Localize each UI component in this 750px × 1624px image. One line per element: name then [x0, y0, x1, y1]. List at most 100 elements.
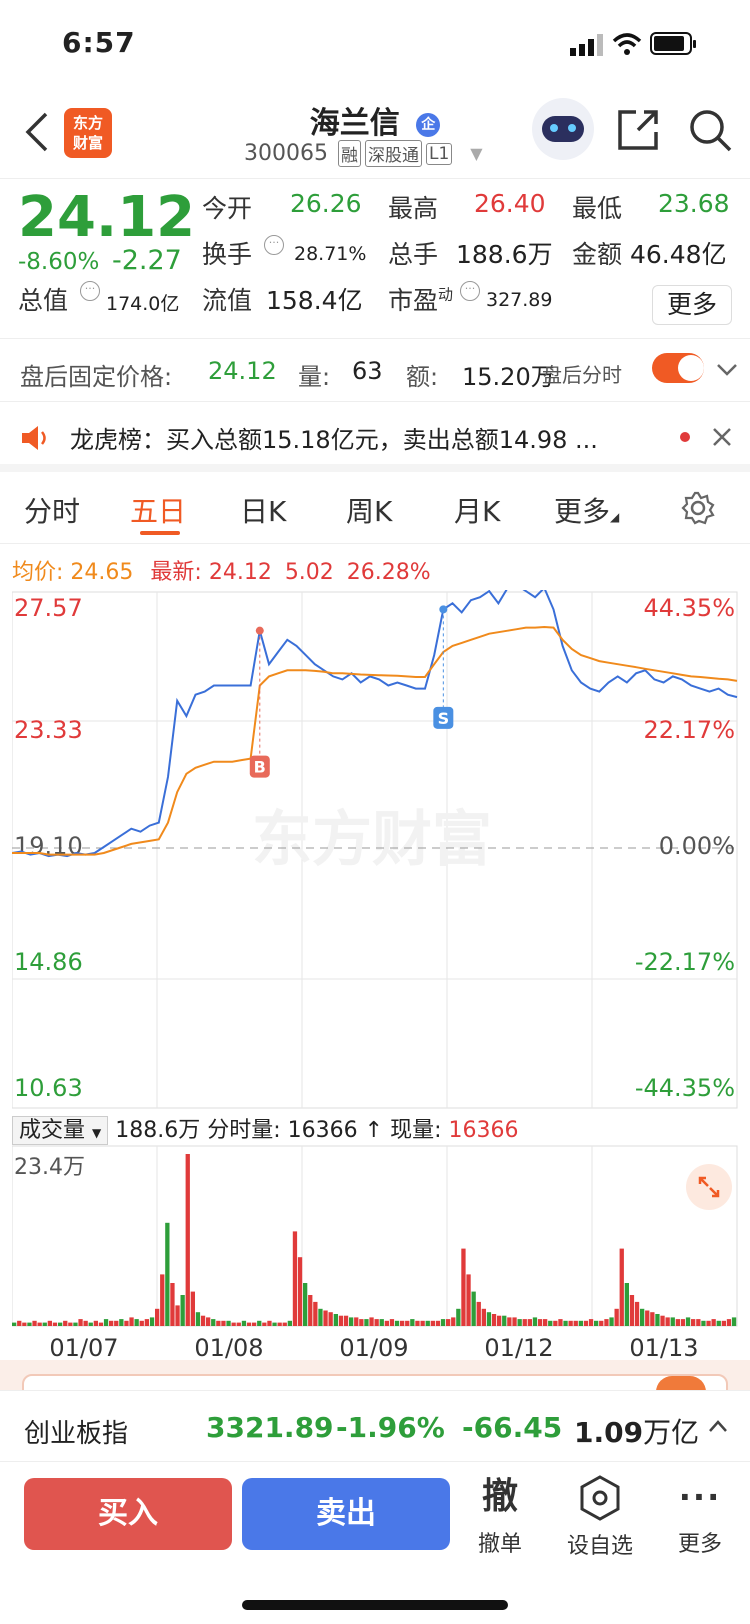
volume-bar [476, 1301, 481, 1326]
assistant-avatar[interactable] [532, 98, 594, 160]
volume-bar [109, 1320, 114, 1326]
more-actions-button[interactable]: ··· 更多 [660, 1474, 740, 1558]
volume-bar [78, 1319, 83, 1326]
volume-bar [609, 1317, 614, 1326]
sell-marker-badge[interactable] [433, 706, 454, 729]
volume-bar [563, 1320, 568, 1326]
buy-marker-dot [255, 626, 264, 635]
index-amount-unit: 万亿 [643, 1416, 700, 1449]
notice-bar[interactable]: 龙虎榜：买入总额15.18亿元，卖出总额14.98 ... [0, 402, 750, 472]
stock-code: 300065 [244, 141, 328, 166]
cancel-order-button[interactable]: 撤 撤单 [460, 1474, 540, 1558]
volume-bar [303, 1283, 308, 1326]
quote-more-button[interactable]: 更多 [652, 285, 732, 325]
volume-bar [185, 1154, 190, 1326]
volume-bar [655, 1314, 660, 1326]
volume-bar [272, 1322, 277, 1326]
gear-icon[interactable] [680, 490, 716, 526]
high-label: 最高 [388, 194, 439, 223]
volume-bar [497, 1315, 502, 1326]
buy-marker-badge[interactable] [249, 755, 270, 778]
volume-bar [731, 1317, 737, 1326]
watchlist-icon [580, 1475, 620, 1521]
volume-bar [522, 1319, 527, 1326]
tag-connect: 深股通 [364, 140, 422, 167]
price-chart[interactable]: 东方财富 27.5723.3319.1014.8610.6344.35%22.1… [12, 590, 738, 1110]
volume-bar [200, 1315, 206, 1326]
y-tick-label-right: 44.35% [643, 594, 735, 622]
after-hours-vol: 63 [352, 357, 383, 385]
volume-bar [103, 1319, 109, 1326]
index-change: -66.45 [462, 1411, 563, 1444]
info-icon[interactable]: ··· [264, 235, 284, 255]
volume-bar [27, 1322, 32, 1326]
volume-bar [446, 1319, 451, 1326]
tab-weekly-k[interactable]: 周K [346, 495, 393, 528]
volume-bar [568, 1320, 573, 1326]
tab-intraday[interactable]: 分时 [24, 495, 81, 528]
back-icon[interactable] [24, 112, 50, 152]
volume-bar [349, 1317, 354, 1326]
chart-info-line: 均价: 24.65 最新: 24.12 5.02 26.28% [12, 554, 431, 586]
volume-bar [12, 1322, 17, 1326]
latest-change: 5.02 [284, 560, 334, 585]
volume-bar [252, 1322, 257, 1326]
volume-bar [165, 1222, 170, 1326]
tab-five-day[interactable]: 五日 [130, 495, 187, 528]
volume-bar [359, 1319, 364, 1326]
volume-bar [129, 1317, 134, 1326]
volume-bar [277, 1322, 282, 1326]
volume-bar [435, 1320, 441, 1326]
volume-bar [343, 1315, 349, 1326]
chevron-down-icon[interactable] [716, 363, 738, 377]
share-icon[interactable] [616, 108, 660, 152]
partial-badge [656, 1376, 706, 1392]
add-watchlist-button[interactable]: 设自选 [560, 1474, 640, 1560]
chart-lines: BS [12, 590, 738, 858]
index-bar[interactable]: 创业板指 3321.89 -1.96% -66.45 1.09万亿 [0, 1390, 750, 1462]
tab-daily-k[interactable]: 日K [240, 495, 287, 528]
after-hours-amt-label: 额: [406, 363, 439, 391]
after-hours-label: 盘后固定价格: [20, 363, 173, 391]
volume-bar [231, 1322, 236, 1326]
chevron-up-icon[interactable] [708, 1419, 728, 1433]
speaker-icon [22, 426, 46, 450]
volume-selector[interactable]: 成交量 ▼ [12, 1116, 109, 1145]
volume-bar [42, 1322, 47, 1326]
sell-button[interactable]: 卖出 [242, 1478, 450, 1550]
info-icon[interactable]: ··· [460, 281, 480, 301]
volume-bar [313, 1301, 318, 1326]
amount-value: 46.48亿 [630, 240, 727, 269]
turnover-value: 28.71% [294, 243, 367, 265]
amount-label: 金额 [572, 240, 623, 269]
wifi-icon [612, 33, 642, 55]
info-icon[interactable]: ··· [80, 281, 100, 301]
volume-bar [32, 1320, 37, 1326]
tab-more[interactable]: 更多◢ [554, 490, 619, 530]
more-dots-icon: ··· [678, 1478, 722, 1516]
close-icon[interactable] [712, 427, 732, 447]
tab-monthly-k[interactable]: 月K [454, 495, 501, 528]
volume-selector-label: 成交量 [19, 1118, 86, 1143]
buy-button[interactable]: 买入 [24, 1478, 232, 1550]
volume-bar [665, 1317, 670, 1326]
volume-bar [226, 1320, 231, 1326]
volume-chart[interactable]: 23.4万 01/07 01/08 01/09 01/12 01/13 [12, 1144, 738, 1360]
volume-bar [680, 1319, 686, 1326]
volume-bar [93, 1320, 98, 1326]
toggle-knob [678, 355, 704, 381]
volume-bar [726, 1319, 732, 1326]
volume-bar [578, 1320, 583, 1326]
chart-tabs: 分时 五日 日K 周K 月K 更多◢ [0, 472, 750, 544]
change-percent: -8.60% [18, 249, 100, 275]
dropdown-icon[interactable]: ▼ [470, 144, 483, 163]
search-icon[interactable] [688, 108, 734, 154]
volume-bar [58, 1322, 63, 1326]
volume-bar [47, 1320, 52, 1326]
active-tab-indicator [140, 531, 180, 535]
low-label: 最低 [572, 194, 623, 223]
expand-button[interactable] [686, 1164, 732, 1210]
action-bar: 买入 卖出 撤 撤单 设自选 ··· 更多 [0, 1462, 750, 1624]
volume-bar [466, 1274, 471, 1326]
pe-value: 327.89 [486, 289, 553, 311]
